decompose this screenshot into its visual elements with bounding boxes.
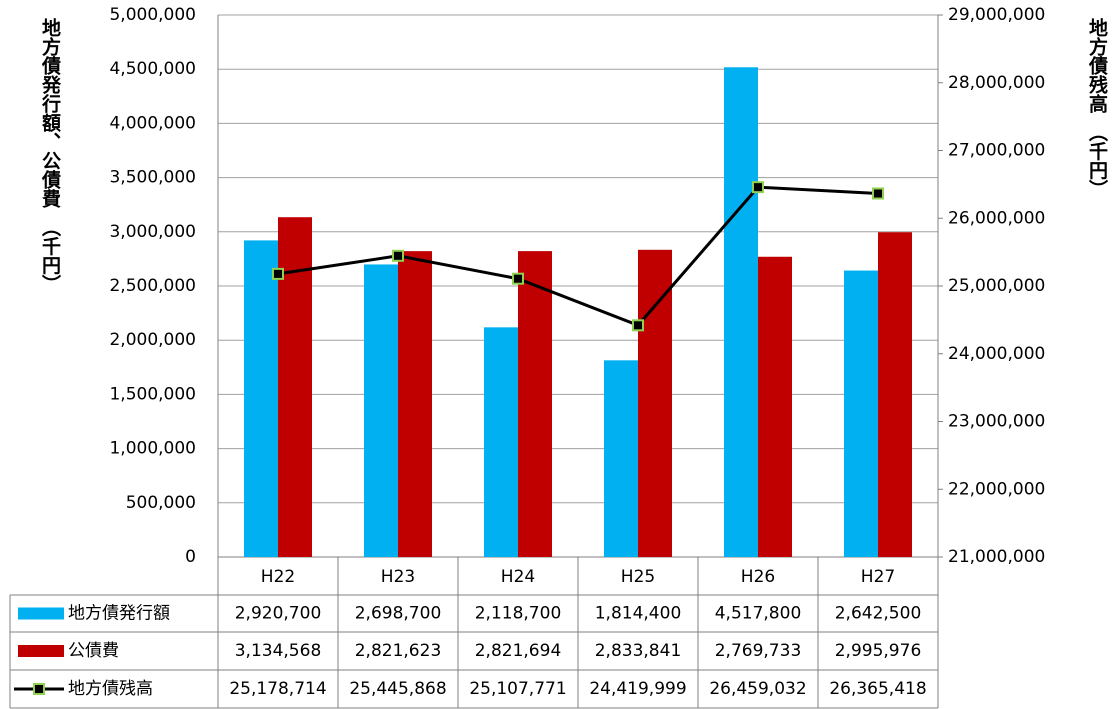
table-value: 2,920,700 xyxy=(235,604,322,624)
y2-axis-title: 地方債残高 （千円） xyxy=(1086,17,1109,199)
line-marker xyxy=(872,187,884,200)
y-tick-label: 5,000,000 xyxy=(109,5,196,25)
y-tick-label: 4,000,000 xyxy=(109,113,196,133)
legend-label: 地方債残高 xyxy=(68,679,153,699)
table-value: 2,118,700 xyxy=(475,604,562,624)
bar xyxy=(844,270,878,557)
y-tick-label: 3,000,000 xyxy=(109,222,196,242)
y2-tick-label: 26,000,000 xyxy=(948,208,1045,228)
y-tick-label: 2,000,000 xyxy=(109,330,196,350)
table-value: 26,459,032 xyxy=(709,679,806,699)
line-marker xyxy=(512,272,524,285)
table-value: 2,821,694 xyxy=(475,641,562,661)
line-marker xyxy=(272,267,284,280)
y2-tick-label: 28,000,000 xyxy=(948,73,1045,93)
bar xyxy=(518,251,552,558)
line-marker xyxy=(752,181,764,194)
y2-tick-label: 24,000,000 xyxy=(948,344,1045,364)
table-value: 25,445,868 xyxy=(349,679,446,699)
table-value: 2,769,733 xyxy=(715,641,802,661)
bar xyxy=(724,67,758,557)
table-value: 4,517,800 xyxy=(715,604,802,624)
y-tick-label: 2,500,000 xyxy=(109,276,196,296)
y-tick-label: 0 xyxy=(185,547,196,567)
table-value: 2,995,976 xyxy=(835,641,922,661)
table-value: 2,698,700 xyxy=(355,604,442,624)
legend-key xyxy=(18,607,64,620)
x-tick-label: H23 xyxy=(381,567,415,587)
y-tick-label: 3,500,000 xyxy=(109,168,196,188)
legend-label: 公債費 xyxy=(68,641,119,661)
table-value: 3,134,568 xyxy=(235,641,322,661)
x-tick-label: H26 xyxy=(741,567,775,587)
table-value: 25,107,771 xyxy=(469,679,566,699)
line-marker xyxy=(632,319,644,332)
y-tick-label: 4,500,000 xyxy=(109,59,196,79)
x-tick-label: H25 xyxy=(621,567,655,587)
bar xyxy=(758,256,792,557)
bar xyxy=(398,251,432,558)
line-marker xyxy=(392,249,404,262)
y2-tick-label: 21,000,000 xyxy=(948,547,1045,567)
table-value: 24,419,999 xyxy=(589,679,686,699)
bar xyxy=(604,360,638,557)
table-value: 26,365,418 xyxy=(829,679,926,699)
bar xyxy=(244,240,278,557)
bar xyxy=(638,249,672,557)
y-axis-title: 地方債発行額、公債費 （千円） xyxy=(39,17,62,294)
y2-tick-label: 29,000,000 xyxy=(948,5,1045,25)
y2-tick-label: 22,000,000 xyxy=(948,479,1045,499)
table-value: 2,833,841 xyxy=(595,641,682,661)
bar xyxy=(878,232,912,557)
y2-tick-label: 27,000,000 xyxy=(948,141,1045,161)
legend-key xyxy=(18,645,64,657)
x-tick-label: H27 xyxy=(861,567,895,587)
line xyxy=(277,185,879,328)
legend-label: 地方債発行額 xyxy=(68,604,170,624)
legend-key xyxy=(33,683,45,695)
table-value: 2,642,500 xyxy=(835,604,922,624)
y2-tick-label: 25,000,000 xyxy=(948,276,1045,296)
y-tick-label: 500,000 xyxy=(126,493,196,513)
table-value: 2,821,623 xyxy=(355,641,442,661)
bar xyxy=(484,327,518,557)
x-tick-label: H22 xyxy=(261,567,295,587)
y-tick-label: 1,500,000 xyxy=(109,384,196,404)
y2-tick-label: 23,000,000 xyxy=(948,412,1045,432)
y-tick-label: 1,000,000 xyxy=(109,439,196,459)
table-value: 25,178,714 xyxy=(229,679,326,699)
x-tick-label: H24 xyxy=(501,567,535,587)
table-value: 1,814,400 xyxy=(595,604,682,624)
bar xyxy=(364,264,398,557)
